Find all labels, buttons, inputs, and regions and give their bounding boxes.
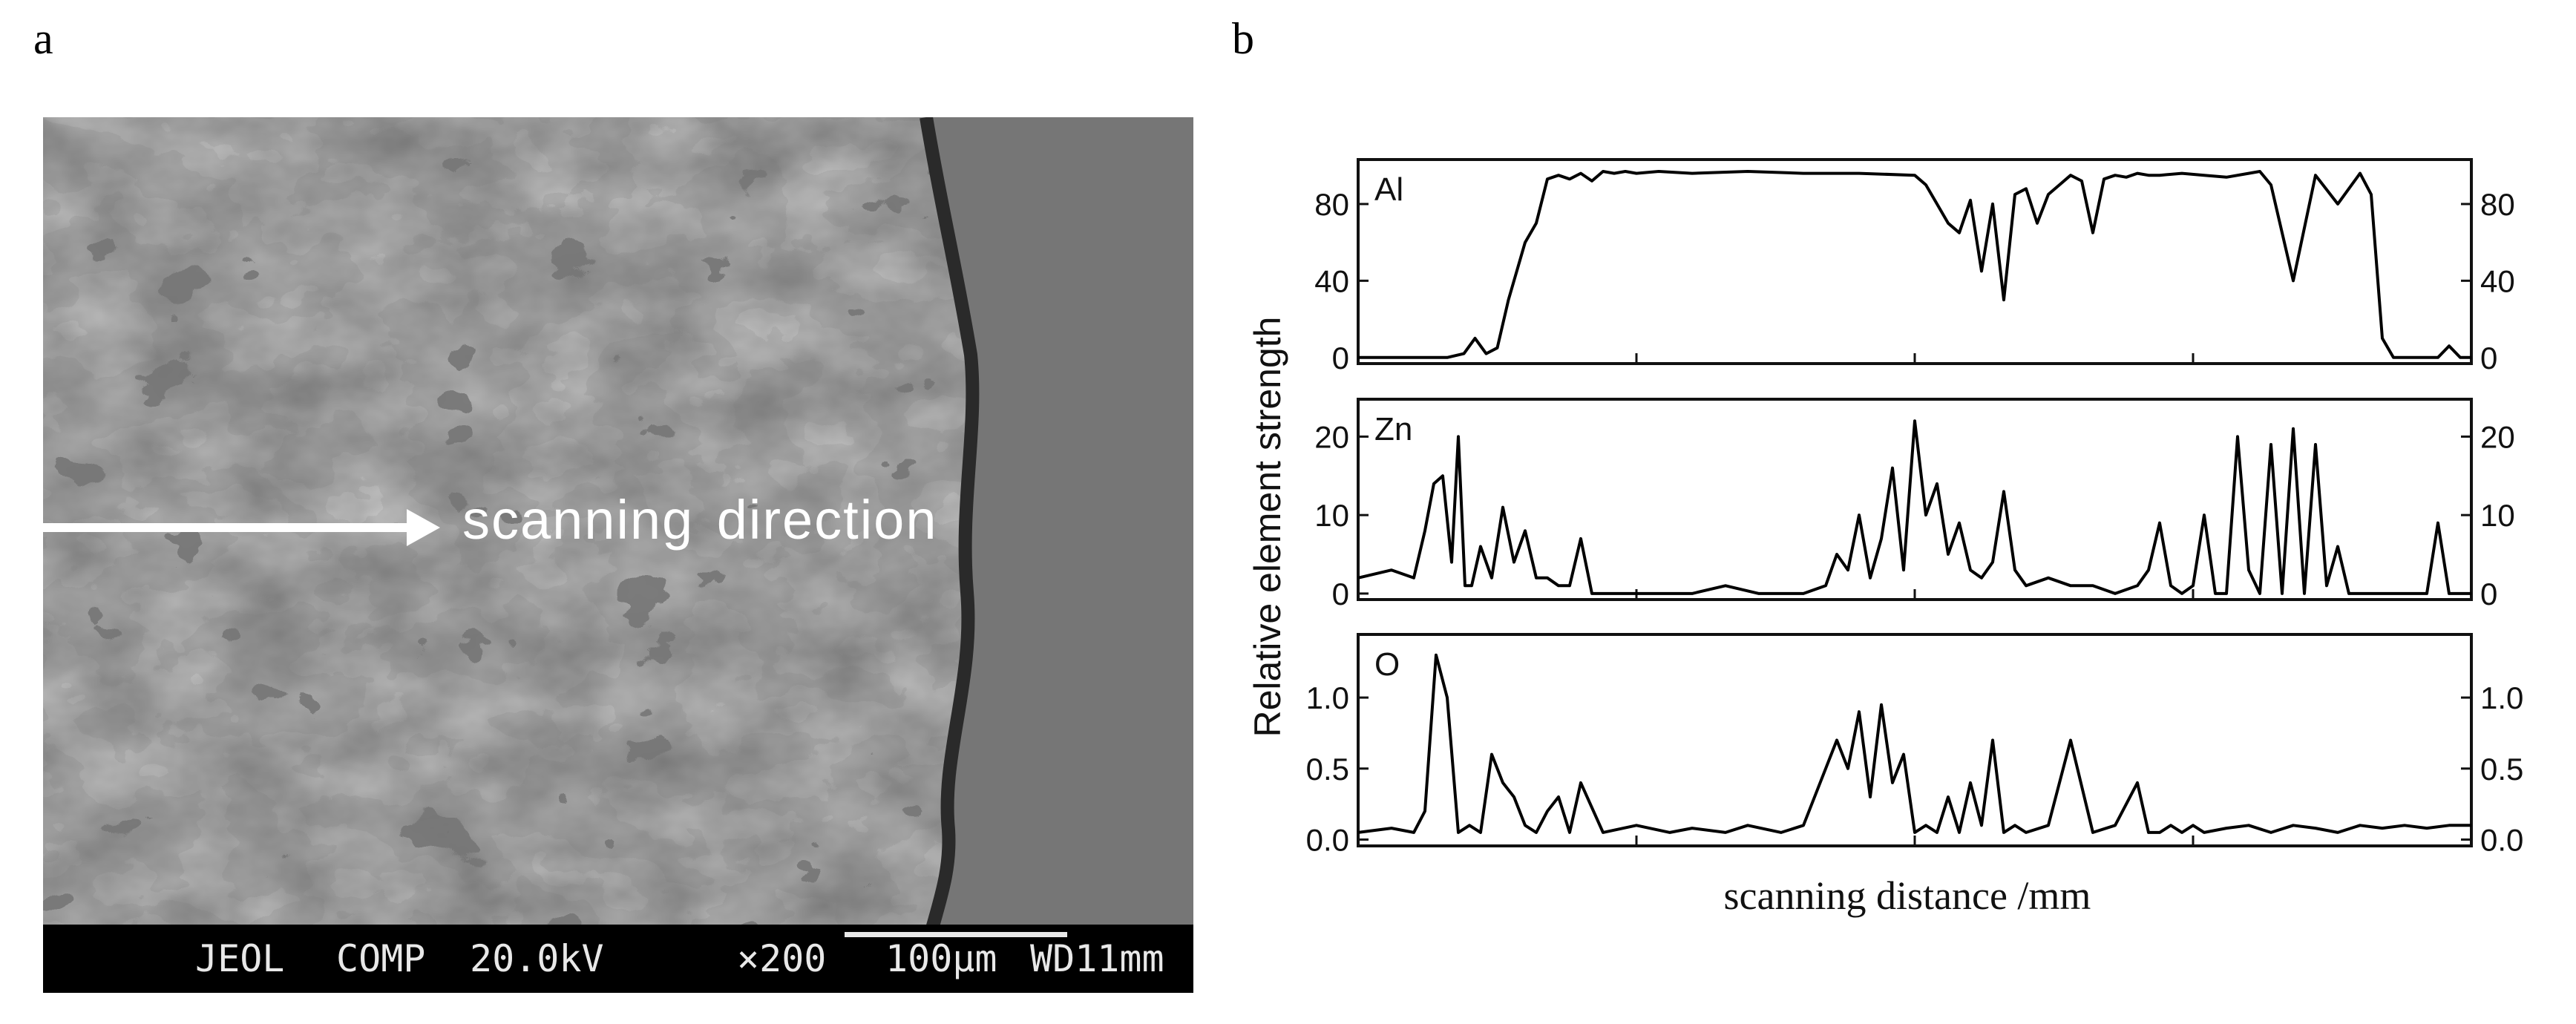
sem-micrograph: scanning direction JEOL COMP 20.0kV ×200… (43, 117, 1193, 993)
y-tick-label-left-al-2: 80 (1314, 187, 1349, 222)
subplot-frame-al (1357, 158, 2473, 365)
y-tick-label-left-o-2: 1.0 (1306, 680, 1349, 715)
line-scan-chart: Relative element strength scanning dista… (1247, 158, 2523, 918)
y-tick-label-right-o-1: 0.5 (2480, 752, 2523, 787)
series-line-zn (1357, 419, 2471, 595)
y-tick-label-left-al-1: 40 (1314, 263, 1349, 298)
series-line-al (1358, 170, 2471, 359)
series-label-o: O (1374, 646, 1400, 683)
sem-working-distance: WD11mm (1030, 937, 1164, 980)
y-axis-label: Relative element strength (1247, 317, 1288, 738)
panel-a-letter: a (33, 14, 53, 63)
series-line-o (1357, 653, 2471, 834)
panel-b-letter: b (1232, 14, 1254, 63)
y-tick-label-left-zn-2: 20 (1314, 419, 1349, 454)
sem-texture (43, 117, 1193, 993)
y-tick-label-right-al-2: 80 (2480, 187, 2515, 222)
y-tick-label-left-zn-0: 0 (1332, 577, 1349, 611)
subplot-frame-o (1357, 633, 2473, 847)
y-tick-label-left-al-0: 0 (1332, 341, 1349, 375)
sem-mode: COMP (336, 937, 426, 980)
sem-scale-text: 100μm (885, 937, 997, 980)
y-tick-label-left-o-1: 0.5 (1306, 752, 1349, 787)
y-tick-label-right-o-0: 0.0 (2480, 822, 2523, 857)
series-label-al: Al (1374, 171, 1403, 208)
y-tick-label-right-zn-1: 10 (2480, 498, 2515, 533)
sem-instrument: JEOL (195, 937, 285, 980)
y-tick-label-right-al-0: 0 (2480, 341, 2497, 375)
y-tick-label-right-zn-0: 0 (2480, 577, 2497, 611)
y-tick-label-left-zn-1: 10 (1314, 498, 1349, 533)
y-tick-label-right-zn-2: 20 (2480, 419, 2515, 454)
series-label-zn: Zn (1374, 411, 1412, 447)
sem-info-bar: JEOL COMP 20.0kV ×200 100μm WD11mm (43, 925, 1193, 993)
sem-voltage: 20.0kV (470, 937, 604, 980)
y-tick-label-left-o-0: 0.0 (1306, 822, 1349, 857)
scanning-direction-label: scanning direction (462, 489, 938, 551)
sem-magnification: ×200 (737, 937, 827, 980)
sem-scale-bar (845, 932, 1067, 937)
x-axis-label: scanning distance /mm (1724, 873, 2091, 918)
scan-arrow-head-icon (407, 509, 440, 546)
y-tick-label-right-al-1: 40 (2480, 263, 2515, 298)
y-tick-label-right-o-2: 1.0 (2480, 680, 2523, 715)
